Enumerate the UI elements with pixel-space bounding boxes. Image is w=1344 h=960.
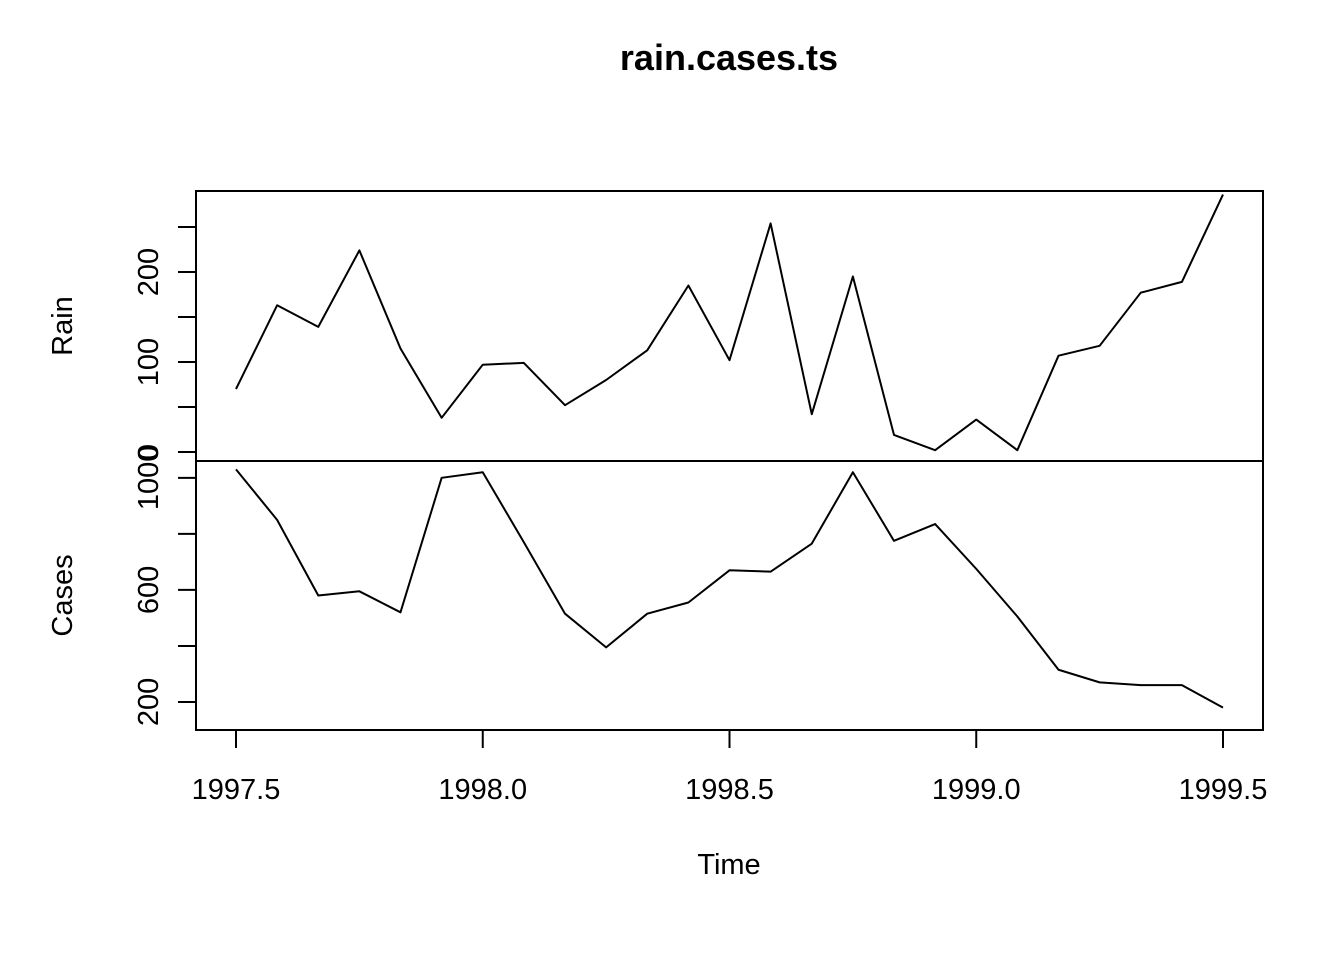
x-tick-label: 1998.0 xyxy=(438,774,527,806)
cases-y-tick-label: 200 xyxy=(133,678,165,726)
rain-axis-label: Rain xyxy=(47,296,79,356)
x-tick-label: 1997.5 xyxy=(192,774,281,806)
rain-y-tick-label: 0 xyxy=(133,444,165,460)
rain-series-line xyxy=(235,194,1224,452)
rain-panel: 0 100 200 Rain xyxy=(47,190,1264,462)
cases-y-tick-label: 1000 xyxy=(133,446,165,511)
cases-panel-frame xyxy=(195,460,1264,731)
cases-y-axis: 200 600 1000 xyxy=(133,446,196,726)
rain-y-tick-label: 100 xyxy=(133,338,165,386)
cases-panel: 200 600 1000 Cases xyxy=(47,446,1264,731)
rain-y-axis: 0 100 200 xyxy=(133,226,196,460)
x-axis-label: Time xyxy=(697,849,760,881)
x-tick-label: 1998.5 xyxy=(685,774,774,806)
chart-title: rain.cases.ts xyxy=(620,37,838,78)
rain-y-tick-label: 200 xyxy=(133,248,165,296)
cases-axis-label: Cases xyxy=(47,554,79,636)
rain-panel-frame xyxy=(195,190,1264,462)
x-tick-label: 1999.5 xyxy=(1179,774,1268,806)
cases-series-line xyxy=(235,468,1224,709)
x-axis: 1997.5 1998.0 1998.5 1999.0 1999.5 xyxy=(192,729,1268,806)
x-tick-label: 1999.0 xyxy=(932,774,1021,806)
cases-y-tick-label: 600 xyxy=(133,566,165,614)
